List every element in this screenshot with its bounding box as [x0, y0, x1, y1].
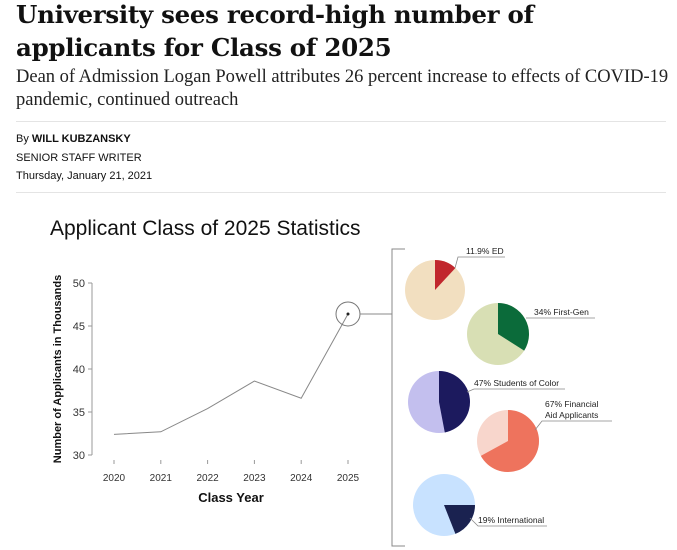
pie-label: 19% International: [478, 515, 544, 525]
headline: University sees record-high number of ap…: [16, 0, 534, 62]
leader-line: [534, 420, 612, 431]
pie-label: 11.9% ED: [466, 246, 504, 256]
x-tick-label: 2020: [103, 473, 126, 484]
x-tick-label: 2024: [290, 473, 313, 484]
y-tick-label: 35: [73, 407, 85, 419]
publish-date: Thursday, January 21, 2021: [16, 170, 153, 182]
by-prefix: By: [16, 133, 29, 145]
y-tick-label: 45: [73, 321, 85, 333]
author-link[interactable]: WILL KUBZANSKY: [31, 133, 131, 145]
divider: [16, 192, 666, 193]
x-tick-label: 2021: [150, 473, 173, 484]
pie-label: 47% Students of Color: [474, 378, 559, 388]
y-axis-label: Number of Applicants in Thousands: [52, 275, 64, 463]
x-axis-label: Class Year: [198, 490, 264, 505]
pie-slice: [480, 410, 539, 472]
y-tick-label: 40: [73, 364, 85, 376]
x-tick-label: 2025: [337, 473, 360, 484]
divider: [16, 121, 666, 122]
pie-label: Aid Applicants: [545, 410, 598, 420]
pie-slice: [498, 303, 529, 351]
chart-title: Applicant Class of 2025 Statistics: [50, 217, 361, 240]
y-tick-label: 50: [73, 278, 85, 290]
leader-line: [454, 256, 505, 269]
x-tick-label: 2022: [196, 473, 219, 484]
leader-line: [469, 517, 547, 527]
byline: By WILL KUBZANSKY: [16, 133, 131, 145]
y-tick-label: 30: [73, 450, 85, 462]
leader-line: [466, 388, 565, 393]
author-title: SENIOR STAFF WRITER: [16, 152, 142, 164]
pie-slice: [444, 505, 475, 534]
subheadline: Dean of Admission Logan Powell attribute…: [16, 67, 669, 110]
pie-slice: [435, 260, 456, 290]
bracket: [391, 248, 405, 547]
pie-label: 67% Financial: [545, 399, 599, 409]
x-tick-label: 2023: [243, 473, 266, 484]
data-line: [113, 313, 349, 435]
pie-label: 34% First-Gen: [534, 307, 589, 317]
highlight-dot: [346, 312, 350, 316]
pie-slice: [439, 371, 470, 433]
